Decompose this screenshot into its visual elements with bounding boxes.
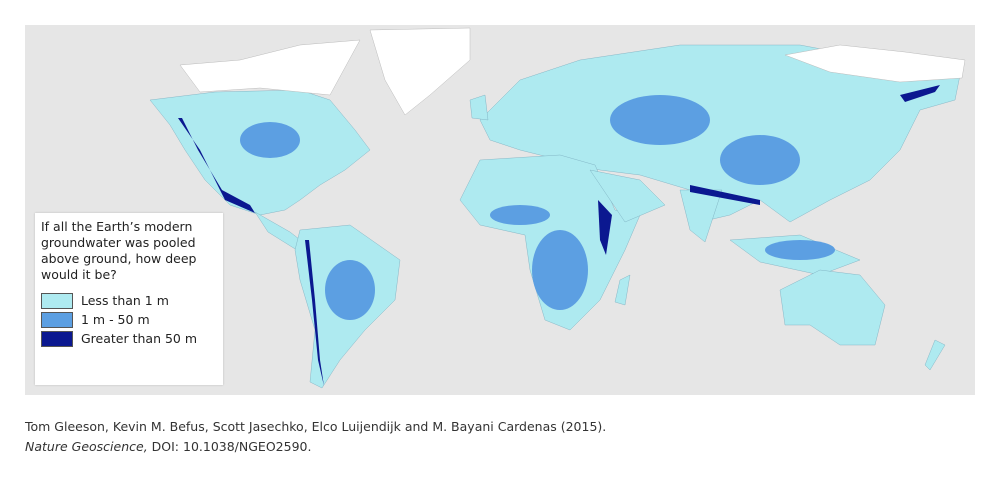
legend-item: 1 m - 50 m — [41, 310, 217, 329]
legend-items: Less than 1 m 1 m - 50 m Greater than 50 m — [41, 291, 217, 348]
britain — [469, 94, 489, 121]
deep-zone — [900, 85, 940, 102]
medium-zone — [720, 135, 800, 185]
deep-zone — [598, 200, 612, 255]
madagascar — [614, 274, 631, 306]
legend-label: Less than 1 m — [81, 292, 169, 308]
deep-zone — [305, 240, 324, 386]
legend-title-line: groundwater was pooled — [41, 235, 196, 250]
legend-label: Greater than 50 m — [81, 330, 198, 346]
citation-journal: Nature Geoscience, — [25, 439, 148, 454]
deep-zone — [178, 118, 255, 213]
greenland — [369, 27, 471, 116]
new-zealand — [924, 339, 946, 371]
citation-authors: Tom Gleeson, Kevin M. Befus, Scott Jasec… — [25, 419, 607, 434]
arabia — [589, 169, 666, 223]
legend-item: Greater than 50 m — [41, 329, 217, 348]
north-siberia — [784, 44, 966, 83]
citation: Tom Gleeson, Kevin M. Befus, Scott Jasec… — [25, 417, 606, 457]
legend-title-line: above ground, how deep — [41, 251, 197, 266]
land — [149, 27, 966, 389]
legend: If all the Earth’s modern groundwater was… — [35, 213, 223, 385]
medium-zone — [610, 95, 710, 145]
medium-zone — [325, 260, 375, 320]
legend-swatch — [41, 330, 73, 347]
legend-item: Less than 1 m — [41, 291, 217, 310]
legend-title-line: If all the Earth’s modern — [41, 219, 193, 234]
citation-doi: DOI: 10.1038/NGEO2590. — [151, 439, 312, 454]
citation-source: Nature Geoscience, DOI: 10.1038/NGEO2590… — [25, 437, 606, 457]
medium-zone — [240, 122, 300, 158]
medium-zone — [490, 205, 550, 225]
legend-label: 1 m - 50 m — [81, 311, 150, 327]
medium-zone — [765, 240, 835, 260]
legend-title: If all the Earth’s modern groundwater was… — [41, 219, 217, 283]
legend-title-line: would it be? — [41, 267, 117, 282]
australia — [779, 269, 886, 346]
medium-zone — [532, 230, 588, 310]
arctic-canada — [179, 39, 361, 96]
deep-zone — [690, 185, 760, 205]
legend-swatch — [41, 292, 73, 309]
legend-swatch — [41, 311, 73, 328]
